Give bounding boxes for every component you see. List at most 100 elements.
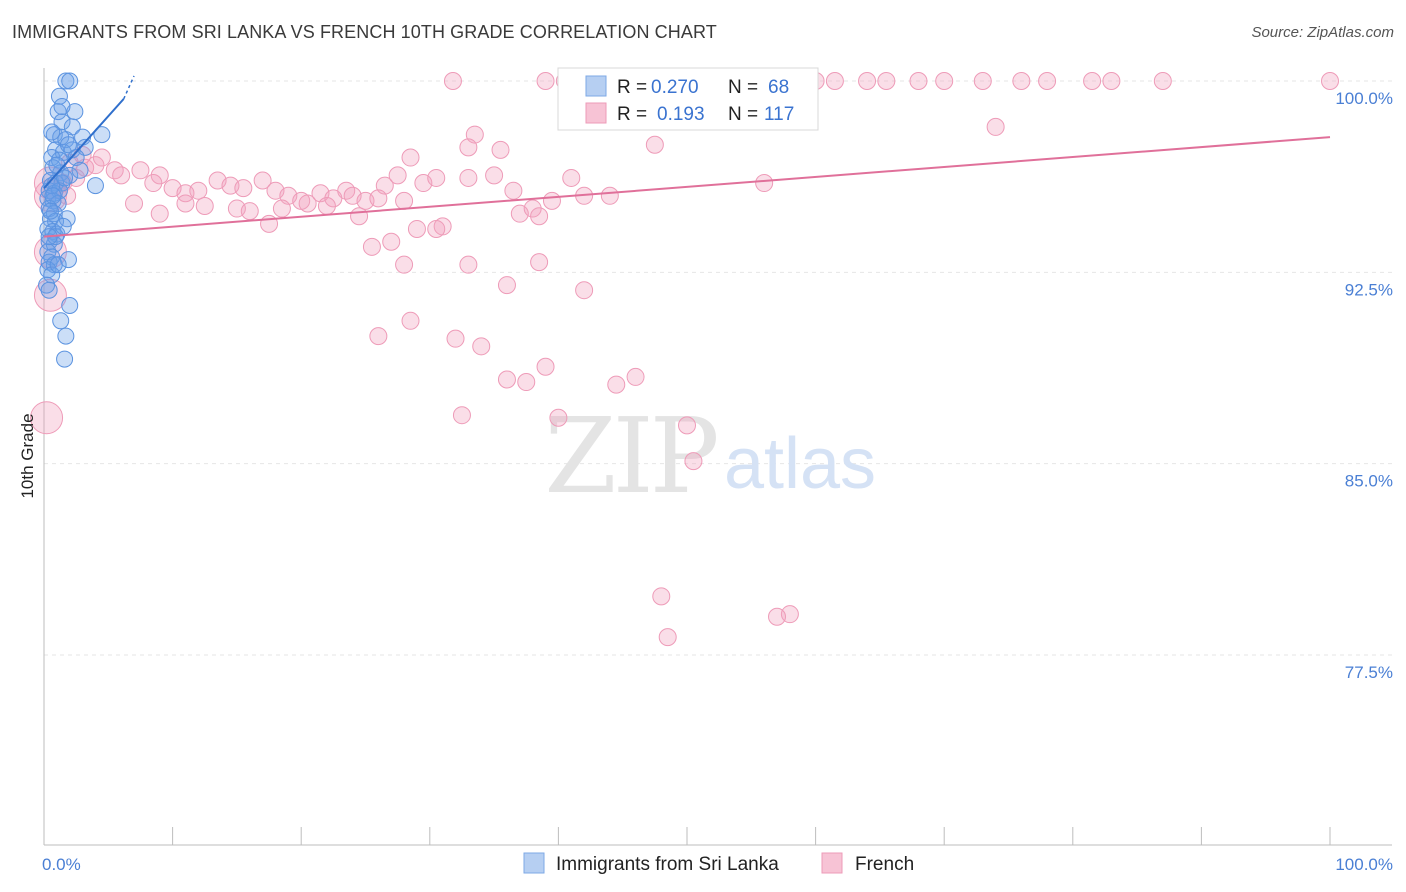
stats-legend: R = 0.270 N = 68 R = 0.193 N = 117 <box>557 67 819 131</box>
french-point-107 <box>452 406 471 425</box>
sri-lanka-point-55 <box>56 169 74 187</box>
sri-lanka-trend-line <box>43 98 125 189</box>
french-point-96 <box>497 276 516 295</box>
sri-lanka-point-1 <box>61 72 79 90</box>
sri-lanka-point-11 <box>93 126 111 144</box>
french-point-97 <box>575 281 594 300</box>
french-point-76 <box>504 181 523 200</box>
french-point-69 <box>369 189 388 208</box>
french-point-16 <box>825 72 844 90</box>
french-point-78 <box>523 199 542 218</box>
legend-label-sri-lanka: Immigrants from Sri Lanka <box>556 854 779 875</box>
stats-r-value-1: 0.270 <box>651 77 699 98</box>
stats-r-label-1: R = <box>617 77 647 98</box>
x-tick-labels: 0.0% 100.0% <box>42 855 1393 874</box>
sri-lanka-point-66 <box>44 187 62 205</box>
french-point-33 <box>131 161 150 180</box>
french-point-84 <box>401 148 420 167</box>
sri-lanka-point-62 <box>59 136 77 154</box>
french-point-115 <box>459 138 478 157</box>
french-point-98 <box>369 327 388 346</box>
french-point-113 <box>768 607 787 626</box>
chart-title: IMMIGRANTS FROM SRI LANKA VS FRENCH 10TH… <box>12 22 717 42</box>
french-point-88 <box>755 174 774 193</box>
french-point-114 <box>658 628 677 647</box>
french-point-24 <box>1083 72 1102 90</box>
french-point-79 <box>530 207 549 226</box>
sri-lanka-point-57 <box>58 210 76 228</box>
french-point-105 <box>607 375 626 394</box>
french-point-103 <box>517 373 536 392</box>
sri-lanka-point-56 <box>41 202 59 220</box>
french-point-81 <box>562 168 581 187</box>
french-point-57 <box>388 166 407 185</box>
y-tick-label-1: 85.0% <box>1345 472 1393 491</box>
source-credit: Source: ZipAtlas.com <box>1251 24 1394 41</box>
french-point-106 <box>626 367 645 386</box>
french-large-point-3 <box>33 278 67 312</box>
stats-swatch-pink <box>585 102 607 124</box>
french-point-89 <box>986 117 1005 136</box>
french-point-22 <box>1012 72 1031 90</box>
french-point-92 <box>407 219 426 238</box>
legend-label-french: French <box>855 854 914 875</box>
french-point-18 <box>877 72 896 90</box>
sri-lanka-point-59 <box>67 149 85 167</box>
french-point-61 <box>195 197 214 216</box>
sri-lanka-point-64 <box>49 256 67 274</box>
sri-lanka-point-29 <box>44 192 62 210</box>
french-point-109 <box>678 416 696 435</box>
trend-lines <box>43 75 1331 238</box>
french-point-19 <box>909 72 928 90</box>
french-point-17 <box>858 72 877 90</box>
watermark-atlas: atlas <box>724 424 876 504</box>
french-point-93 <box>427 219 446 238</box>
sri-lanka-point-48 <box>40 281 58 299</box>
y-tick-label-3: 100.0% <box>1335 89 1393 108</box>
french-point-65 <box>272 199 291 218</box>
french-point-66 <box>298 194 317 213</box>
sri-lanka-point-65 <box>71 161 89 179</box>
french-point-0 <box>443 72 462 90</box>
french-point-68 <box>350 207 369 226</box>
french-point-43 <box>189 181 208 200</box>
x-tick-label-1: 100.0% <box>1335 855 1393 874</box>
french-point-23 <box>1038 72 1057 90</box>
french-point-58 <box>125 194 144 213</box>
y-tick-label-2: 92.5% <box>1345 280 1393 299</box>
sri-lanka-point-5 <box>53 113 71 131</box>
french-point-40 <box>144 174 163 193</box>
french-point-116 <box>530 253 549 272</box>
french-point-99 <box>401 311 420 330</box>
series-french-points <box>30 72 1339 647</box>
sri-lanka-point-49 <box>61 296 79 314</box>
stats-n-value-2: 117 <box>764 104 794 125</box>
french-point-100 <box>446 329 465 348</box>
sri-lanka-point-67 <box>54 217 72 235</box>
french-point-63 <box>240 202 259 221</box>
french-point-72 <box>427 168 446 187</box>
sri-lanka-point-47 <box>38 276 56 294</box>
french-point-70 <box>395 191 414 210</box>
french-point-110 <box>684 452 703 471</box>
french-point-67 <box>317 197 336 216</box>
french-point-59 <box>150 204 169 223</box>
french-point-1 <box>536 72 555 90</box>
french-point-25 <box>1102 72 1121 90</box>
french-point-102 <box>497 370 516 389</box>
axes <box>43 68 1392 846</box>
sri-lanka-point-24 <box>86 177 104 195</box>
french-trend-line <box>43 136 1331 238</box>
legend-swatch-pink <box>821 852 843 874</box>
sri-lanka-trend-extension <box>123 75 135 100</box>
sri-lanka-point-50 <box>52 312 70 330</box>
stats-n-label-2: N = <box>728 104 758 125</box>
stats-n-label-1: N = <box>728 77 758 98</box>
sri-lanka-point-51 <box>57 327 75 345</box>
french-point-21 <box>973 72 992 90</box>
x-tick-label-0: 0.0% <box>42 855 81 874</box>
french-point-75 <box>485 166 504 185</box>
french-point-47 <box>253 171 272 190</box>
french-point-80 <box>542 191 561 210</box>
